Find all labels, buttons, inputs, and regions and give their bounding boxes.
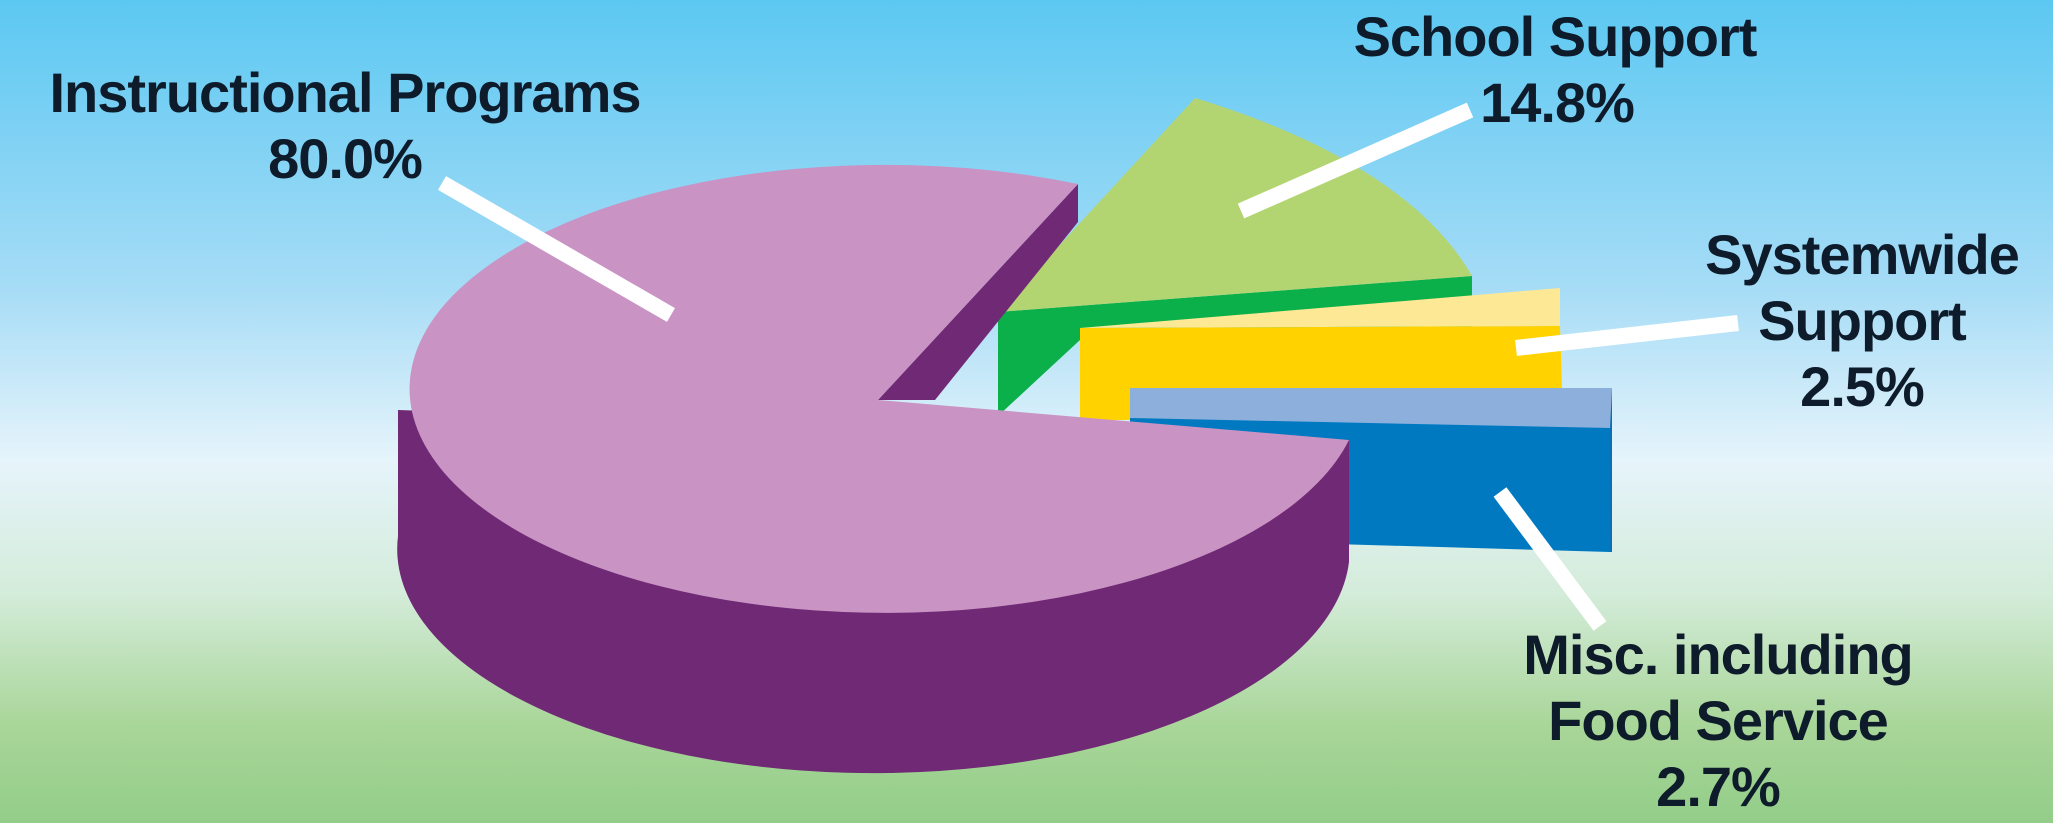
label-instructional-programs: Instructional Programs 80.0% [12,60,678,192]
slice-systemwide-support [1080,288,1562,420]
leader-line-school-support [1237,102,1474,219]
label-systemwide-support: Systemwide Support 2.5% [1682,222,2042,420]
label-systemwide-support-value: 2.5% [1800,355,1925,418]
label-misc-food-service-value: 2.7% [1656,755,1781,818]
slice-systemwide-support-side [1080,326,1562,420]
label-school-support: School Support 14.8% [1330,4,1780,136]
label-systemwide-support-name-1: Systemwide [1705,223,2020,286]
leader-line-misc [1493,487,1607,631]
leader-line-instructional [438,176,675,322]
slice-instructional-programs [397,164,1350,774]
label-school-support-value: 14.8% [1480,71,1635,134]
slice-instructional-programs-top [409,164,1350,613]
slice-systemwide-support-top [1080,288,1560,328]
label-systemwide-support-name-2: Support [1758,289,1967,352]
label-misc-food-service: Misc. including Food Service 2.7% [1478,622,1958,820]
label-school-support-name: School Support [1353,5,1758,68]
label-instructional-programs-name: Instructional Programs [49,61,641,124]
label-misc-food-service-name-2: Food Service [1548,689,1889,752]
label-instructional-programs-value: 80.0% [268,127,423,190]
label-misc-food-service-name-1: Misc. including [1523,623,1913,686]
slice-misc-right [1610,388,1612,552]
slice-misc-top [1130,388,1612,428]
leader-line-systemwide [1515,315,1739,356]
slice-school-support-top [998,98,1472,312]
